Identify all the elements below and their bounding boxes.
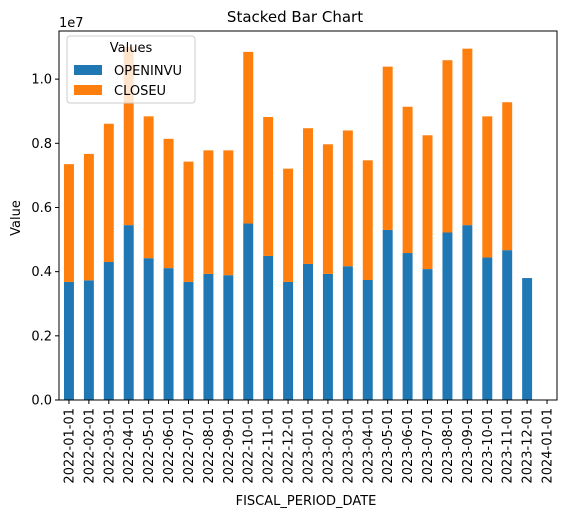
x-tick-label-2023-08-01: 2023-08-01: [441, 408, 456, 484]
bar-closeu-2023-09-01: [462, 48, 473, 226]
bar-closeu-2023-05-01: [382, 66, 393, 230]
bar-openinvu-2022-02-01: [83, 280, 94, 400]
x-tick-label-2022-05-01: 2022-05-01: [142, 408, 157, 484]
y-tick-label-0.2: 0.2: [31, 329, 52, 344]
bar-closeu-2023-02-01: [322, 144, 333, 274]
bar-openinvu-2022-08-01: [203, 273, 214, 400]
x-tick-label-2023-07-01: 2023-07-01: [421, 408, 436, 484]
bar-openinvu-2022-09-01: [223, 275, 234, 400]
legend-label-closeu: CLOSEU: [114, 84, 166, 99]
bar-closeu-2022-10-01: [243, 51, 254, 224]
bar-openinvu-2023-07-01: [422, 269, 433, 400]
bar-closeu-2022-04-01: [123, 47, 134, 226]
bar-openinvu-2023-06-01: [402, 253, 413, 400]
plot-area: 0.0 0.2 0.4 0.6 0.8 1.0 2022-01-01 2022-02-01 20…: [31, 30, 558, 484]
bar-openinvu-2022-03-01: [103, 262, 114, 400]
bar-openinvu-2022-05-01: [143, 258, 154, 400]
bar-openinvu-2023-08-01: [442, 232, 453, 400]
bar-closeu-2022-03-01: [103, 123, 114, 263]
bar-closeu-2023-11-01: [502, 102, 513, 251]
bar-closeu-2022-07-01: [183, 161, 194, 282]
x-tick-label-2022-12-01: 2022-12-01: [282, 408, 297, 484]
x-tick-label-2022-04-01: 2022-04-01: [122, 408, 137, 484]
x-tick-label-2022-02-01: 2022-02-01: [82, 408, 97, 484]
bar-closeu-2022-06-01: [163, 138, 174, 269]
bar-closeu-2022-02-01: [83, 153, 94, 281]
x-tick-label-2022-11-01: 2022-11-01: [262, 408, 277, 484]
x-tick-label-2023-06-01: 2023-06-01: [401, 408, 416, 484]
bar-closeu-2023-08-01: [442, 60, 453, 233]
x-tick-label-2022-06-01: 2022-06-01: [162, 408, 177, 484]
y-offset-label: 1e7: [59, 16, 84, 31]
y-tick-label-0.6: 0.6: [31, 201, 52, 216]
x-tick-label-2023-02-01: 2023-02-01: [321, 408, 336, 484]
x-tick-label-2023-05-01: 2023-05-01: [381, 408, 396, 484]
bar-openinvu-2022-04-01: [123, 225, 134, 400]
x-tick-label-2023-09-01: 2023-09-01: [461, 408, 476, 484]
chart-title: Stacked Bar Chart: [227, 8, 363, 26]
bar-openinvu-2023-05-01: [382, 229, 393, 400]
bar-openinvu-2023-04-01: [362, 279, 373, 400]
legend-label-openinvu: OPENINVU: [114, 64, 182, 79]
bar-closeu-2023-10-01: [482, 116, 493, 258]
x-axis-label: FISCAL_PERIOD_DATE: [236, 494, 377, 509]
bar-closeu-2022-05-01: [143, 116, 154, 259]
bar-openinvu-2023-12-01: [522, 278, 533, 400]
x-tick-label-2024-01-01: 2024-01-01: [541, 408, 556, 484]
x-tick-label-2023-03-01: 2023-03-01: [341, 408, 356, 484]
legend-title: Values: [110, 41, 153, 56]
bar-openinvu-2023-11-01: [502, 250, 513, 400]
x-tick-label-2022-07-01: 2022-07-01: [182, 408, 197, 484]
bar-openinvu-2022-10-01: [243, 223, 254, 400]
x-tick-label-2022-09-01: 2022-09-01: [222, 408, 237, 484]
legend: Values OPENINVU CLOSEU: [66, 35, 196, 104]
bar-closeu-2022-12-01: [283, 168, 294, 282]
bar-openinvu-2022-12-01: [283, 281, 294, 400]
x-tick-label-2023-04-01: 2023-04-01: [361, 408, 376, 484]
bar-closeu-2023-06-01: [402, 106, 413, 254]
bar-openinvu-2022-06-01: [163, 268, 174, 400]
x-tick-label-2022-03-01: 2022-03-01: [102, 408, 117, 484]
bar-openinvu-2022-07-01: [183, 281, 194, 400]
bar-openinvu-2023-02-01: [322, 273, 333, 400]
x-tick-label-2023-11-01: 2023-11-01: [501, 408, 516, 484]
y-tick-label-0.4: 0.4: [31, 265, 52, 280]
bar-openinvu-2022-01-01: [63, 281, 74, 400]
bar-openinvu-2023-01-01: [303, 263, 313, 400]
bar-openinvu-2023-03-01: [342, 266, 353, 400]
bar-closeu-2023-07-01: [422, 135, 433, 270]
x-tick-label-2022-10-01: 2022-10-01: [242, 408, 257, 484]
legend-swatch-closeu: [74, 85, 102, 95]
bar-openinvu-2023-10-01: [482, 257, 493, 400]
x-tick-label-2023-12-01: 2023-12-01: [521, 408, 536, 484]
bar-closeu-2022-08-01: [203, 150, 214, 274]
bar-openinvu-2022-11-01: [263, 255, 274, 400]
bar-closeu-2022-09-01: [223, 150, 234, 276]
x-tick-label-2023-01-01: 2023-01-01: [302, 408, 317, 484]
bar-closeu-2023-03-01: [342, 130, 353, 267]
bar-closeu-2022-11-01: [263, 116, 274, 256]
legend-swatch-openinvu: [74, 65, 102, 75]
x-tick-label-2023-10-01: 2023-10-01: [481, 408, 496, 484]
y-tick-label-1.0: 1.0: [31, 73, 52, 88]
y-tick-label-0.0: 0.0: [31, 394, 52, 409]
bar-closeu-2022-01-01: [63, 164, 74, 282]
bar-closeu-2023-04-01: [362, 160, 373, 280]
bar-closeu-2023-01-01: [303, 128, 313, 264]
x-tick-label-2022-08-01: 2022-08-01: [202, 408, 217, 484]
y-tick-label-0.8: 0.8: [31, 137, 52, 152]
y-axis-label: Value: [9, 200, 24, 236]
bar-openinvu-2023-09-01: [462, 225, 473, 400]
x-tick-label-2022-01-01: 2022-01-01: [62, 408, 77, 484]
